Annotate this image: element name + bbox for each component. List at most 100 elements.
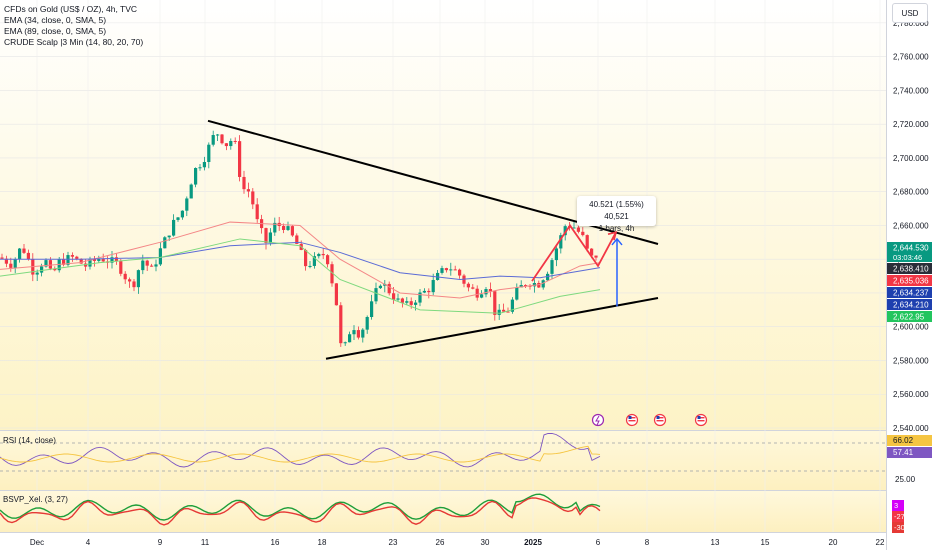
indicator-panes bbox=[0, 432, 886, 526]
candle-body bbox=[502, 309, 506, 312]
time-tick: 15 bbox=[761, 538, 770, 547]
candle-body bbox=[484, 289, 488, 295]
measure-line2: 1 bars, 4h bbox=[598, 224, 635, 233]
candle-body bbox=[48, 260, 52, 269]
rsi-ma-line bbox=[0, 445, 601, 463]
candle-body bbox=[317, 253, 321, 257]
candle-body bbox=[493, 291, 497, 315]
price-badge bbox=[887, 242, 932, 262]
price-tick: 2,720.000 bbox=[893, 120, 929, 129]
candle-body bbox=[40, 266, 44, 273]
candle-body bbox=[480, 294, 484, 298]
candle-body bbox=[581, 231, 585, 236]
candle-body bbox=[246, 189, 250, 192]
time-tick: 30 bbox=[481, 538, 490, 547]
candle-body bbox=[546, 273, 550, 281]
price-badge bbox=[887, 287, 932, 298]
candle-body bbox=[211, 135, 215, 145]
candle-body bbox=[119, 261, 123, 274]
candle-body bbox=[0, 257, 4, 259]
ema89-legend[interactable]: EMA (89, close, 0, SMA, 5) bbox=[4, 26, 107, 36]
bsvp-badge-label: -30 bbox=[894, 523, 905, 532]
candle-body bbox=[123, 273, 127, 280]
candle-body bbox=[554, 248, 558, 261]
candle-body bbox=[590, 248, 594, 256]
candle-body bbox=[286, 226, 290, 230]
time-tick: 6 bbox=[596, 538, 601, 547]
price-tick: 2,680.000 bbox=[893, 188, 929, 197]
candle-body bbox=[136, 270, 140, 288]
candle-body bbox=[79, 258, 83, 264]
candle-body bbox=[128, 279, 132, 282]
projection-arrowhead bbox=[607, 231, 618, 241]
candle-body bbox=[414, 302, 418, 305]
candle-body bbox=[409, 301, 413, 305]
candle-body bbox=[427, 290, 431, 293]
ema34-line bbox=[0, 221, 601, 299]
price-badge bbox=[887, 275, 932, 286]
candle-body bbox=[563, 226, 567, 236]
candle-body bbox=[62, 259, 66, 265]
candles bbox=[0, 130, 598, 347]
candle-body bbox=[515, 287, 519, 300]
measure-line1: 40.521 (1.55%) 40,521 bbox=[589, 200, 644, 221]
candle-body bbox=[224, 143, 228, 147]
candle-body bbox=[220, 134, 224, 144]
symbol-title[interactable]: CFDs on Gold (US$ / OZ), 4h, TVC bbox=[4, 4, 138, 14]
bsvp-legend[interactable]: BSVP_Xel. (3, 27) bbox=[3, 495, 68, 504]
candle-body bbox=[440, 268, 444, 273]
candle-body bbox=[251, 191, 255, 205]
candle-body bbox=[233, 140, 237, 142]
candle-body bbox=[506, 311, 510, 313]
flag-canton bbox=[656, 416, 660, 419]
candle-body bbox=[88, 258, 92, 267]
candle-body bbox=[352, 330, 356, 335]
candle-body bbox=[532, 282, 536, 287]
candle-body bbox=[339, 305, 343, 344]
bsvp-badge bbox=[892, 500, 904, 511]
candle-body bbox=[295, 235, 299, 244]
price-tick: 2,660.000 bbox=[893, 221, 929, 230]
rsi-badge-1 bbox=[887, 435, 932, 446]
price-badge-label: 2,622.95 bbox=[893, 313, 925, 322]
candle-body bbox=[167, 235, 171, 238]
candle-body bbox=[158, 248, 162, 265]
flag-stripe bbox=[656, 417, 664, 419]
price-badge bbox=[887, 263, 932, 274]
measure-tooltip: 40.521 (1.55%) 40,521 1 bars, 4h bbox=[577, 196, 656, 233]
candle-body bbox=[35, 272, 39, 275]
price-tick: 2,780.000 bbox=[893, 19, 929, 28]
candle-body bbox=[330, 264, 334, 284]
price-tick: 2,760.000 bbox=[893, 53, 929, 62]
ema34-legend[interactable]: EMA (34, close, 0, SMA, 5) bbox=[4, 15, 107, 25]
candle-body bbox=[475, 288, 479, 298]
flag-stripe bbox=[656, 420, 664, 422]
currency-button[interactable]: USD bbox=[892, 3, 928, 23]
candle-body bbox=[9, 263, 13, 268]
candle-body bbox=[189, 184, 193, 199]
candle-body bbox=[370, 301, 374, 318]
candle-body bbox=[114, 257, 118, 262]
candle-body bbox=[334, 283, 338, 306]
candle-body bbox=[185, 198, 189, 211]
time-tick: 9 bbox=[158, 538, 163, 547]
candle-body bbox=[18, 248, 22, 260]
time-tick: 18 bbox=[318, 538, 327, 547]
lightning-glyph bbox=[595, 415, 600, 426]
price-badge-label: 2,635.036 bbox=[893, 277, 929, 286]
candle-body bbox=[343, 342, 347, 344]
lightning-icon bbox=[591, 413, 605, 427]
indicator-legend[interactable]: CRUDE Scalp |3 Min (14, 80, 20, 70) bbox=[4, 37, 144, 47]
rsi-legend[interactable]: RSI (14, close) bbox=[3, 436, 56, 445]
price-badge-label: 2,644.530 bbox=[893, 244, 929, 253]
candle-body bbox=[216, 134, 220, 136]
candle-body bbox=[453, 269, 457, 271]
candle-body bbox=[26, 252, 30, 260]
bsvp-badge-label: 3 bbox=[894, 501, 898, 510]
candle-body bbox=[312, 256, 316, 266]
candle-body bbox=[13, 259, 17, 268]
time-tick: 22 bbox=[876, 538, 885, 547]
candle-body bbox=[304, 249, 308, 267]
